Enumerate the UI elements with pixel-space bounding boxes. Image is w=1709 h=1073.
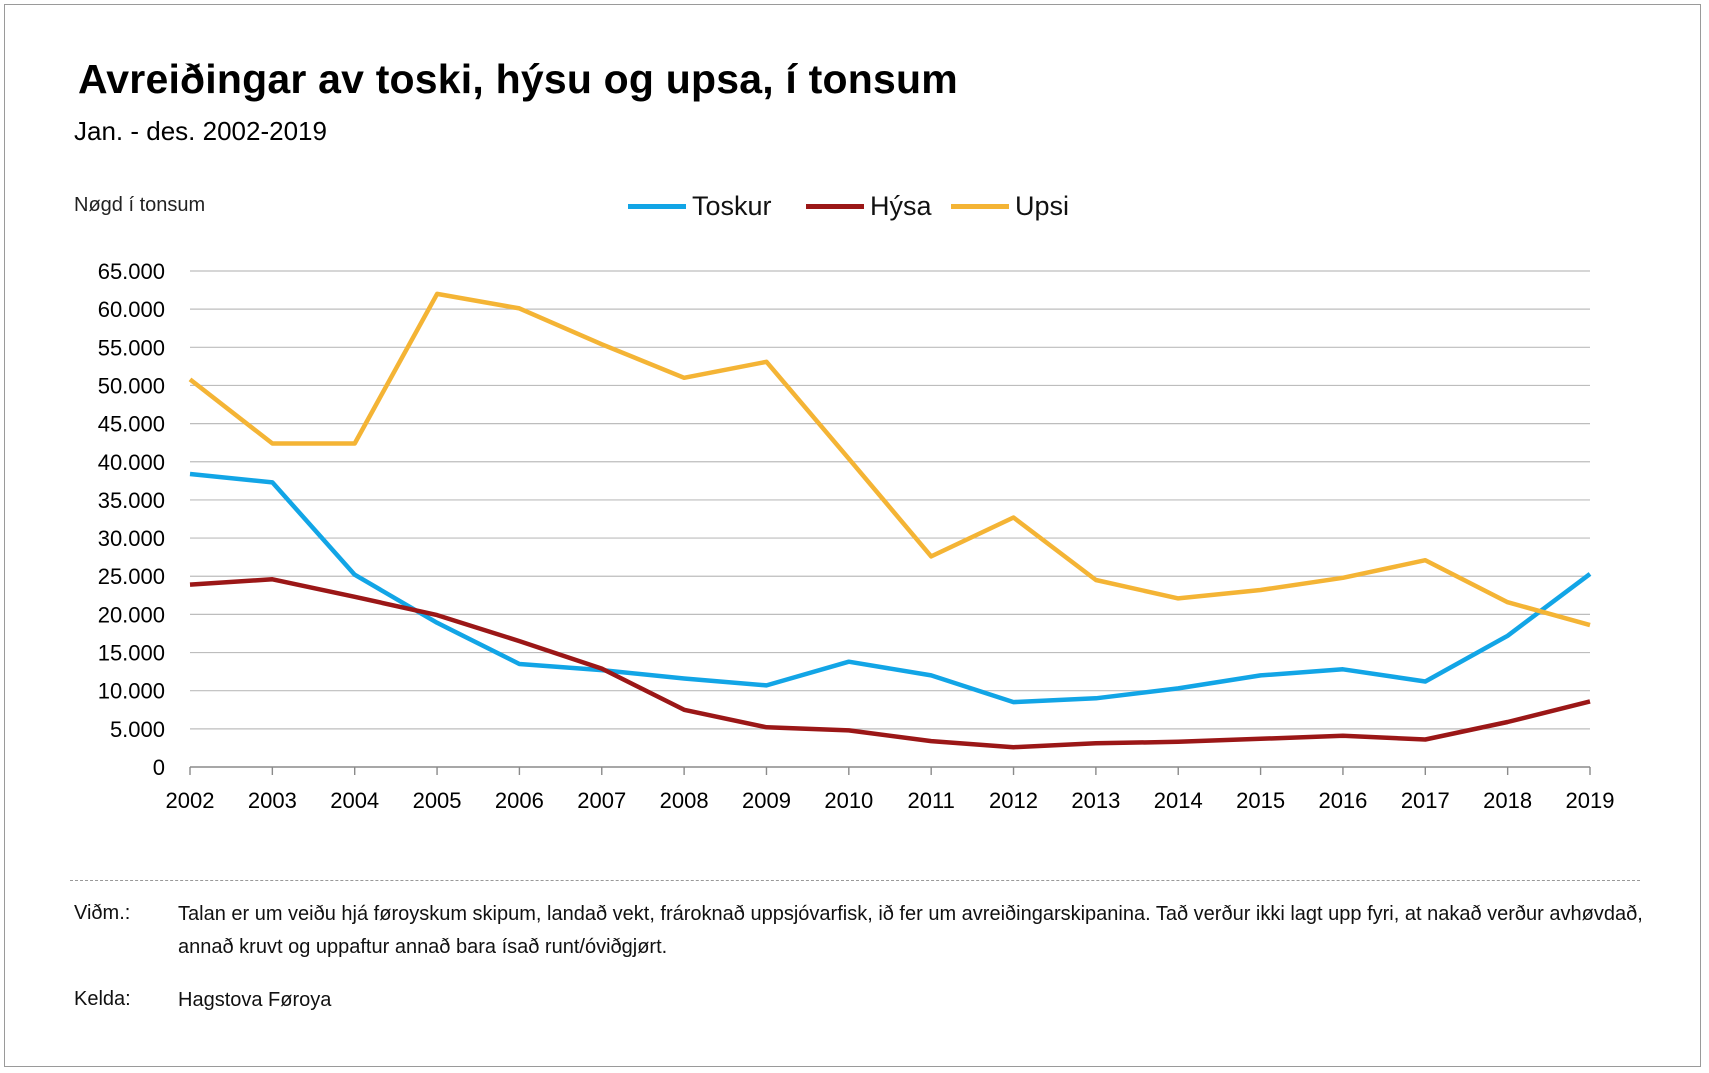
legend: Toskur Hýsa Upsi [0, 188, 1709, 224]
y-tick-label: 55.000 [98, 335, 165, 360]
y-tick-label: 0 [153, 755, 165, 780]
legend-item-toskur: Toskur [628, 188, 772, 224]
x-tick-label: 2018 [1483, 788, 1532, 813]
x-tick-label: 2010 [824, 788, 873, 813]
legend-swatch-hysa [806, 203, 864, 209]
x-tick-label: 2008 [660, 788, 709, 813]
x-tick-label: 2011 [908, 788, 955, 813]
legend-label-hysa: Hýsa [870, 190, 932, 221]
y-tick-label: 50.000 [98, 373, 165, 398]
series-line-upsi [188, 291, 1591, 628]
x-tick-label: 2019 [1566, 788, 1615, 813]
x-tick-label: 2003 [248, 788, 297, 813]
legend-label-toskur: Toskur [692, 190, 772, 221]
x-tick-label: 2009 [742, 788, 791, 813]
x-tick-label: 2002 [166, 788, 215, 813]
remark-text: Talan er um veiðu hjá føroyskum skipum, … [178, 903, 1643, 958]
source-label: Kelda: [74, 988, 131, 1010]
y-tick-label: 20.000 [98, 602, 165, 627]
legend-item-hysa: Hýsa [806, 188, 932, 224]
x-tick-label: 2014 [1154, 788, 1203, 813]
notes-divider [70, 880, 1640, 881]
chart-frame [4, 4, 1701, 1067]
chart-subtitle: Jan. - des. 2002-2019 [74, 116, 327, 146]
x-tick-labels: 2002 2003 2004 2005 2006 2007 2008 2009 2010 2011… [166, 767, 1615, 813]
x-tick-label: 2013 [1071, 788, 1120, 813]
source-text: Hagstova Føroya [178, 989, 332, 1011]
x-tick-label: 2012 [989, 788, 1038, 813]
x-tick-label: 2017 [1401, 788, 1450, 813]
chart-title: Avreiðingar av toski, hýsu og upsa, í to… [78, 56, 958, 102]
x-tick-label: 2016 [1318, 788, 1367, 813]
legend-swatch-upsi [951, 203, 1009, 209]
x-tick-label: 2015 [1236, 788, 1285, 813]
y-axis-label: Nøgd í tonsum [74, 194, 206, 216]
remark-label: Viðm.: [74, 902, 131, 924]
y-tick-label: 40.000 [98, 450, 165, 475]
x-tick-label: 2006 [495, 788, 544, 813]
series-line-h-sa [189, 577, 1591, 750]
legend-item-upsi: Upsi [951, 188, 1069, 224]
gridlines [190, 270, 1590, 768]
y-tick-label: 45.000 [98, 412, 165, 437]
y-tick-label: 10.000 [98, 679, 165, 704]
x-tick-label: 2004 [330, 788, 379, 813]
y-tick-label: 35.000 [98, 488, 165, 513]
y-tick-label: 30.000 [98, 526, 165, 551]
legend-label-upsi: Upsi [1015, 190, 1070, 221]
y-tick-label: 60.000 [98, 297, 165, 322]
y-tick-label: 15.000 [98, 641, 165, 666]
y-tick-label: 5.000 [110, 717, 165, 742]
x-tick-label: 2005 [413, 788, 462, 813]
series-line-toskur [189, 471, 1592, 705]
y-tick-label: 65.000 [98, 259, 165, 284]
legend-swatch-toskur [628, 203, 686, 209]
x-tick-label: 2007 [577, 788, 626, 813]
y-tick-label: 25.000 [98, 564, 165, 589]
y-tick-labels: 0 5.000 10.000 15.000 20.000 25.000 30.000 35.0… [98, 259, 165, 780]
series-lines [188, 291, 1592, 750]
